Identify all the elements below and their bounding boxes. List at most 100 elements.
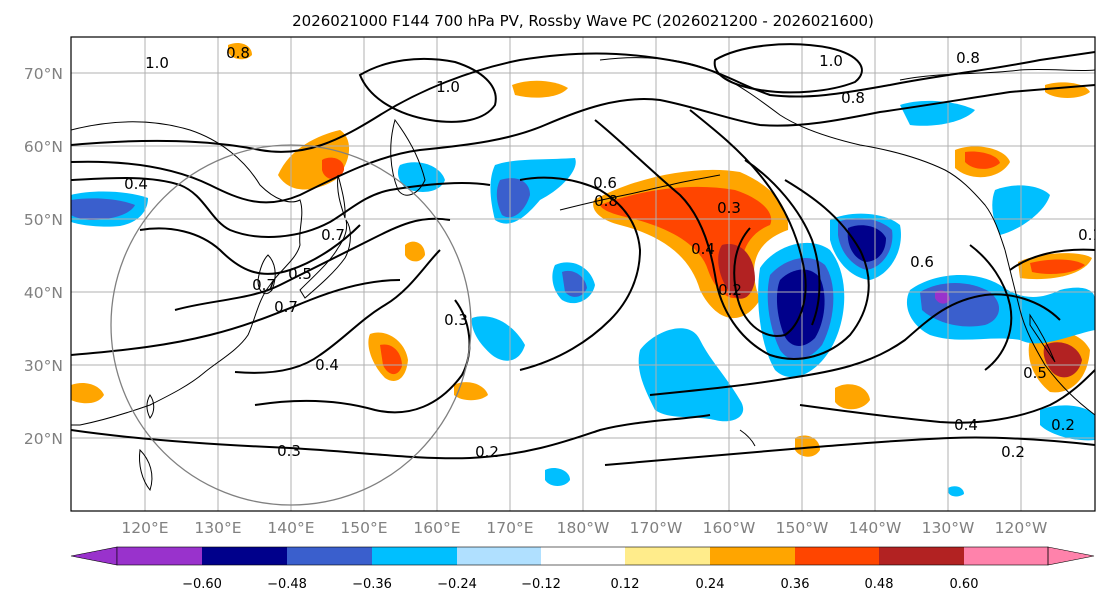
colorbar-tick-label: 0.24 xyxy=(696,577,725,592)
contour-label: 0.7 xyxy=(252,276,276,294)
lon-label: 120°W xyxy=(995,519,1048,537)
anomaly-positive xyxy=(795,435,820,457)
colorbar-swatch-royal-blue xyxy=(287,547,372,565)
contour-label: 0.3 xyxy=(444,311,468,329)
anomaly-negative xyxy=(638,328,744,422)
colorbar-swatch-light-yellow xyxy=(625,547,710,565)
colorbar-extend-low xyxy=(70,546,118,566)
anomaly-negative xyxy=(471,316,525,361)
anomaly-positive xyxy=(71,383,104,404)
contour-label: 0.8 xyxy=(841,89,865,107)
anomaly-negative-max xyxy=(935,290,950,304)
contour-line xyxy=(604,436,1095,466)
lat-label: 60°N xyxy=(24,138,63,156)
contour-line xyxy=(1009,248,1095,271)
contour-line xyxy=(71,176,491,238)
lat-label: 20°N xyxy=(24,430,63,448)
map-content: 0.8 1.0 0.4 0.7 0.7 0.5 0.7 1.0 0.6 0.8 … xyxy=(71,37,1095,511)
contour-line xyxy=(71,279,401,356)
colorbar-swatch-light-blue xyxy=(457,547,541,565)
anomaly-positive xyxy=(512,80,568,98)
colorbar-tick-label: 0.48 xyxy=(865,577,894,592)
lon-label: 130°W xyxy=(922,519,975,537)
colorbar-swatch-white xyxy=(541,547,625,565)
contour-line xyxy=(71,51,1095,153)
colorbar-extend-high xyxy=(1047,546,1095,566)
coastline-philippines xyxy=(139,448,153,492)
colorbar-tick-label: −0.24 xyxy=(437,577,477,592)
lon-label: 120°E xyxy=(121,519,168,537)
colorbar-tick-label: −0.60 xyxy=(182,577,222,592)
contour-label: 1.0 xyxy=(819,52,843,70)
map-frame xyxy=(70,36,1096,512)
lon-label: 170°E xyxy=(486,519,533,537)
contour-label: 0.3 xyxy=(717,199,741,217)
contour-label: 0.8 xyxy=(956,49,980,67)
anomaly-negative-strong xyxy=(496,178,530,218)
contour-label: 0.3 xyxy=(277,442,301,460)
contour-line xyxy=(358,57,497,123)
contour-line xyxy=(519,176,642,371)
anomaly-positive-strong xyxy=(1030,259,1085,274)
contour-line xyxy=(594,119,870,360)
contour-label: 0.2 xyxy=(1001,443,1025,461)
contour-label: 0.4 xyxy=(954,416,978,434)
colorbar-frame xyxy=(116,546,1049,566)
anomaly-negative xyxy=(948,486,964,497)
colorbar-tick-label: 0.12 xyxy=(611,577,640,592)
contour-label: 0.4 xyxy=(124,175,148,193)
contour-label: 0.2 xyxy=(475,443,499,461)
lon-label: 170°W xyxy=(630,519,683,537)
colorbar-tick-label: 0.36 xyxy=(781,577,810,592)
colorbar-swatch-dark-blue xyxy=(202,547,287,565)
contour-line xyxy=(744,159,821,326)
contour-label: 0.2 xyxy=(1051,416,1075,434)
anomaly-negative-strong xyxy=(562,270,587,297)
lon-label: 140°W xyxy=(849,519,902,537)
colorbar-swatch-firebrick xyxy=(879,547,964,565)
contour-label: 0.7 xyxy=(321,226,345,244)
contour-label: 1.0 xyxy=(436,78,460,96)
lon-label: 140°E xyxy=(267,519,314,537)
lon-label: 160°E xyxy=(413,519,460,537)
anomaly-positive xyxy=(228,43,252,60)
anomaly-negative-max xyxy=(847,225,886,262)
coastline-hawaii xyxy=(739,429,756,447)
graticule xyxy=(71,37,1095,511)
contour-label: 0.5 xyxy=(288,265,312,283)
anomaly-negative xyxy=(545,468,570,486)
contour-label: 0.4 xyxy=(315,356,339,374)
colorbar-swatch-sky-blue xyxy=(372,547,457,565)
shaded-anomalies xyxy=(71,43,1095,497)
colorbar-swatch-pink xyxy=(964,547,1048,565)
lat-label: 40°N xyxy=(24,284,63,302)
lon-label: 150°E xyxy=(340,519,387,537)
contour-label: 0.6 xyxy=(910,253,934,271)
contour-line xyxy=(234,249,441,374)
latitude-labels: 70°N 60°N 50°N 40°N 30°N 20°N xyxy=(24,65,63,448)
colorbar-swatch-purple xyxy=(117,547,202,565)
contour-label: 0.4 xyxy=(691,240,715,258)
contour-label: 0.6 xyxy=(593,174,617,192)
colorbar-tick-label: −0.12 xyxy=(521,577,561,592)
coastline-arctic xyxy=(899,68,1095,81)
lat-label: 70°N xyxy=(24,65,63,83)
contour-labels: 0.8 1.0 0.4 0.7 0.7 0.5 0.7 1.0 0.6 0.8 … xyxy=(124,44,1095,461)
contour-line xyxy=(71,414,711,460)
colorbar-swatch-orange xyxy=(710,547,795,565)
reference-circle xyxy=(110,144,472,506)
contour-line xyxy=(71,84,1095,204)
coastline-sakhalin xyxy=(337,174,346,219)
anomaly-positive-strong xyxy=(322,157,345,179)
anomaly-negative-strong xyxy=(71,198,135,220)
contour-label: 0.7 xyxy=(274,298,298,316)
coastline-asia xyxy=(71,121,303,426)
contour-label: 0.8 xyxy=(594,192,618,210)
anomaly-positive-max xyxy=(718,244,755,299)
contour-line xyxy=(969,244,1013,371)
map-title: 2026021000 F144 700 hPa PV, Rossby Wave … xyxy=(292,12,874,30)
map-area: 0.8 1.0 0.4 0.7 0.7 0.5 0.7 1.0 0.6 0.8 … xyxy=(70,36,1096,512)
anomaly-positive-strong xyxy=(1043,342,1082,378)
contour-line xyxy=(139,224,361,275)
